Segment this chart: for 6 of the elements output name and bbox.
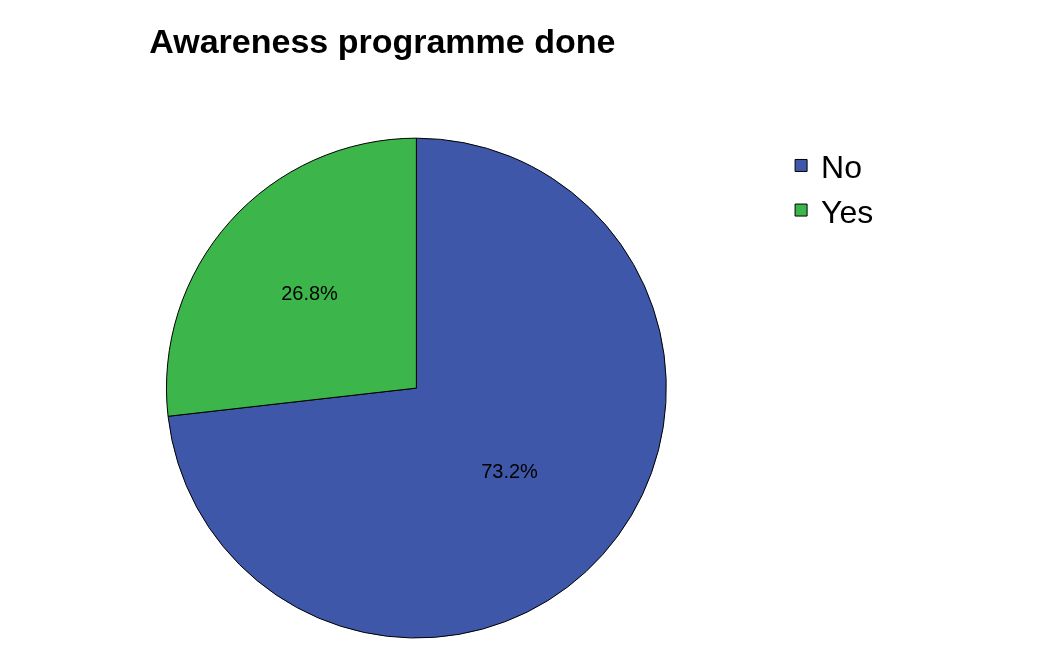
data-label: 73.2% — [481, 460, 539, 483]
legend-label: Yes — [821, 193, 874, 230]
chart-title: Awareness programme done — [149, 21, 616, 60]
data-label: 26.8% — [281, 281, 339, 304]
pie-slice — [167, 137, 667, 639]
legend-label: No — [821, 148, 862, 185]
